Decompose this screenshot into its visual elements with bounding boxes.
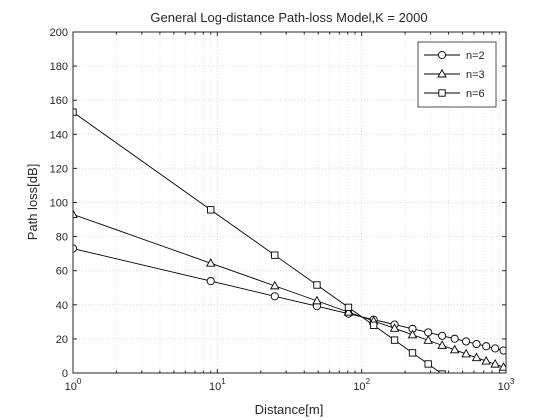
legend-marker	[437, 68, 447, 78]
series-line	[73, 214, 504, 368]
data-point	[271, 251, 279, 259]
y-tick-label: 160	[50, 95, 68, 107]
ticks: 0 20 40 60 80 100 120 140 160 180 200 100 101 102 103	[50, 27, 515, 393]
data-point	[438, 331, 447, 340]
data-point	[450, 334, 459, 343]
legend-entry: n=3	[424, 68, 485, 81]
y-tick-label: 140	[50, 129, 68, 141]
y-tick-label: 120	[50, 163, 68, 175]
data-point	[482, 342, 491, 351]
series-line	[73, 111, 442, 373]
x-tick-label: 103	[498, 377, 515, 393]
x-tick-label: 100	[65, 377, 82, 393]
y-tick-label: 40	[56, 300, 68, 312]
legend-entry: n=2	[424, 50, 485, 62]
y-tick-label: 180	[50, 61, 68, 73]
data-point	[472, 339, 481, 349]
data-point	[270, 280, 280, 290]
grid	[73, 32, 506, 373]
y-tick-label: 60	[56, 266, 68, 278]
data-point	[471, 352, 482, 362]
y-tick-label: 100	[50, 198, 68, 210]
data-point	[461, 348, 471, 358]
data-point	[424, 360, 432, 368]
series-line	[73, 248, 504, 351]
data-point	[73, 209, 78, 218]
data-point	[207, 206, 215, 214]
data-point	[312, 295, 322, 305]
data-point	[437, 340, 447, 349]
data-point	[481, 355, 491, 365]
x-tick-label: 102	[353, 377, 370, 393]
legend-label: n=3	[466, 69, 485, 81]
data-point	[369, 321, 378, 329]
series-triangle	[73, 209, 506, 371]
data-point	[423, 335, 433, 344]
data-point	[490, 359, 500, 368]
data-point	[390, 336, 399, 344]
data-point	[408, 349, 417, 357]
data-point	[449, 344, 460, 354]
y-tick-label: 0	[62, 368, 68, 380]
legend-label: n=2	[466, 50, 485, 62]
data-point	[389, 323, 400, 332]
series-layer	[73, 108, 506, 373]
legend-label: n=6	[466, 88, 485, 100]
y-tick-label: 200	[50, 27, 68, 39]
data-point	[407, 329, 418, 339]
y-axis-label: Path loss[dB]	[25, 164, 40, 241]
data-point	[206, 277, 215, 286]
x-axis-label: Distance[m]	[255, 402, 324, 417]
legend: n=2 n=3 n=6	[417, 41, 497, 108]
legend-box	[417, 41, 497, 108]
data-point	[270, 292, 279, 301]
y-tick-label: 80	[56, 232, 68, 244]
legend-entry: n=6	[424, 88, 485, 100]
series-circle	[73, 244, 506, 355]
y-tick-label: 20	[56, 334, 68, 346]
legend-marker	[438, 89, 446, 97]
legend-marker	[437, 50, 447, 60]
data-point	[491, 344, 500, 353]
data-point	[343, 307, 354, 316]
data-point	[499, 346, 506, 355]
data-point	[344, 303, 353, 312]
x-tick-label: 101	[209, 377, 226, 393]
data-point	[424, 328, 433, 337]
data-point	[462, 337, 471, 346]
chart-title: General Log-distance Path-loss Model,K =…	[150, 10, 427, 25]
data-point	[313, 281, 321, 289]
data-point	[205, 258, 216, 267]
data-point	[438, 370, 446, 373]
